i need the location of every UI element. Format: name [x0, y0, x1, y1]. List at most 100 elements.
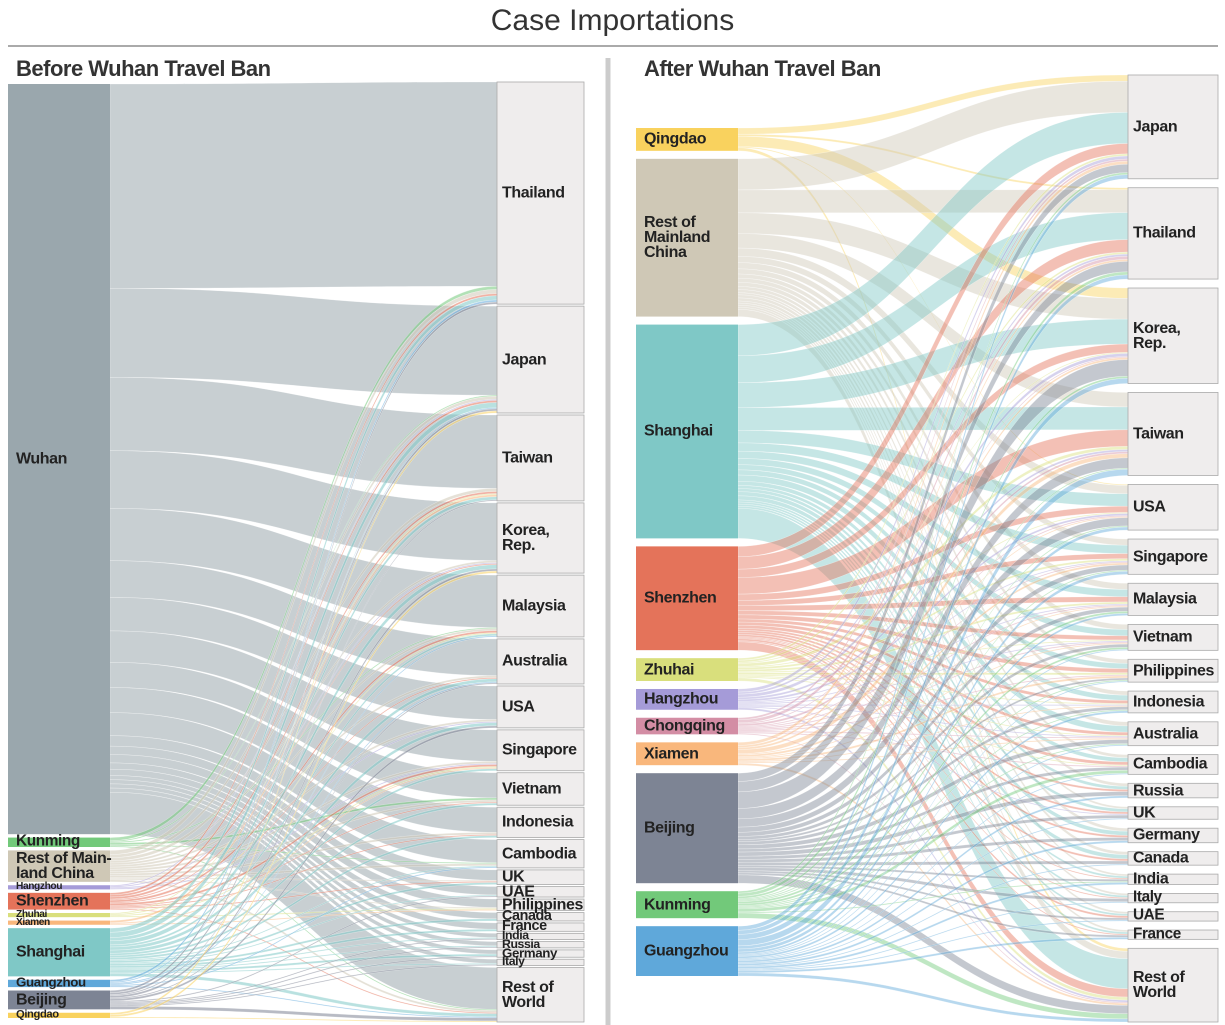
source-node: [8, 912, 110, 918]
target-label: Vietnam: [502, 780, 562, 798]
source-node: [636, 891, 738, 919]
target-node: [1127, 187, 1219, 280]
target-label: Australia: [1133, 725, 1198, 743]
page-title: Case Importations: [490, 4, 735, 37]
target-node: [1127, 690, 1219, 714]
source-node: [636, 717, 738, 735]
source-node: [8, 84, 110, 835]
target-label: Singapore: [1133, 548, 1208, 566]
panel-title: After Wuhan Travel Ban: [644, 56, 881, 81]
target-label: Japan: [502, 350, 547, 368]
target-node: [1127, 806, 1219, 820]
target-node: [496, 729, 585, 772]
target-node: [496, 839, 585, 869]
target-node: [496, 886, 585, 898]
source-label: Kunming: [644, 896, 711, 914]
target-node: [1127, 721, 1219, 747]
source-node: [8, 892, 110, 910]
source-node: [636, 773, 738, 884]
target-node: [496, 772, 585, 806]
target-label: Rest of World: [1133, 968, 1185, 1002]
target-label: Singapore: [502, 741, 577, 759]
source-label: Guangzhou: [644, 942, 729, 960]
target-node: [496, 305, 585, 414]
source-node: [636, 742, 738, 766]
target-node: [1127, 851, 1219, 866]
source-node: [636, 926, 738, 976]
source-label: Hangzhou: [16, 881, 63, 893]
target-label: France: [502, 918, 547, 935]
target-label: Thailand: [1133, 224, 1196, 242]
target-node: [496, 949, 585, 958]
source-label: Shenzhen: [16, 892, 89, 910]
source-label: Hangzhou: [644, 690, 719, 708]
target-label: Germany: [1133, 826, 1200, 844]
target-node: [1127, 947, 1219, 1023]
target-node: [1127, 782, 1219, 799]
source-node: [636, 546, 738, 651]
source-node: [8, 850, 110, 882]
target-label: Australia: [502, 652, 567, 670]
source-label: Shenzhen: [644, 589, 717, 607]
target-label: Canada: [502, 907, 552, 924]
target-label: Philippines: [502, 896, 583, 914]
source-label: Shanghai: [16, 943, 85, 961]
target-node: [1127, 893, 1219, 904]
source-label: Rest of Mainland China: [644, 213, 711, 262]
source-label: Xiamen: [644, 745, 699, 763]
source-node: [636, 158, 738, 317]
target-label: Russia: [1133, 781, 1184, 799]
target-label: USA: [502, 698, 535, 716]
target-label: France: [1133, 925, 1181, 943]
target-node: [496, 932, 585, 941]
target-label: Thailand: [502, 184, 565, 202]
target-node: [1127, 754, 1219, 775]
source-node: [8, 920, 110, 925]
target-label: Korea, Rep.: [1133, 319, 1181, 352]
target-node: [496, 958, 585, 966]
flow: [109, 81, 498, 289]
source-label: Zhuhai: [16, 909, 47, 921]
source-node: [636, 128, 738, 151]
target-label: USA: [1133, 498, 1166, 516]
target-node: [1127, 287, 1219, 384]
target-node: [1127, 911, 1219, 922]
target-label: Malaysia: [502, 597, 566, 615]
target-label: India: [1133, 870, 1169, 888]
target-node: [1127, 873, 1219, 885]
target-node: [496, 912, 585, 922]
source-node: [636, 324, 738, 539]
target-label: Indonesia: [1133, 693, 1205, 711]
source-label: Beijing: [16, 991, 67, 1009]
target-node: [496, 502, 585, 574]
source-label: Xiamen: [16, 916, 50, 928]
source-node: [8, 990, 110, 1010]
source-label: Rest of Main- land China: [16, 849, 112, 883]
target-label: Russia: [502, 936, 540, 951]
target-label: UK: [1133, 804, 1156, 822]
target-node: [1127, 392, 1219, 476]
source-node: [8, 885, 110, 890]
target-label: Italy: [1133, 888, 1162, 906]
target-node: [496, 81, 585, 305]
target-node: [496, 638, 585, 685]
target-label: Japan: [1133, 118, 1178, 136]
target-label: UK: [502, 868, 525, 886]
target-node: [1127, 929, 1219, 940]
target-label: Taiwan: [502, 449, 553, 467]
source-node: [8, 1012, 110, 1018]
target-label: Cambodia: [1133, 755, 1208, 773]
target-label: UAE: [1133, 907, 1165, 925]
target-node: [1127, 582, 1219, 616]
target-label: Italy: [502, 954, 525, 969]
target-node: [496, 898, 585, 911]
target-node: [1127, 484, 1219, 531]
source-node: [636, 658, 738, 681]
source-node: [636, 688, 738, 710]
target-label: Philippines: [1133, 662, 1214, 680]
source-label: Chongqing: [644, 717, 725, 735]
target-node: [496, 869, 585, 885]
target-label: Korea, Rep.: [502, 521, 550, 554]
